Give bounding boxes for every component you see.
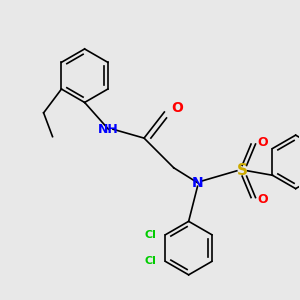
Text: O: O xyxy=(257,193,268,206)
Text: NH: NH xyxy=(98,123,119,136)
Text: S: S xyxy=(237,163,248,178)
Text: O: O xyxy=(171,101,183,116)
Text: Cl: Cl xyxy=(145,230,157,240)
Text: Cl: Cl xyxy=(145,256,157,266)
Text: N: N xyxy=(192,176,203,190)
Text: O: O xyxy=(257,136,268,149)
